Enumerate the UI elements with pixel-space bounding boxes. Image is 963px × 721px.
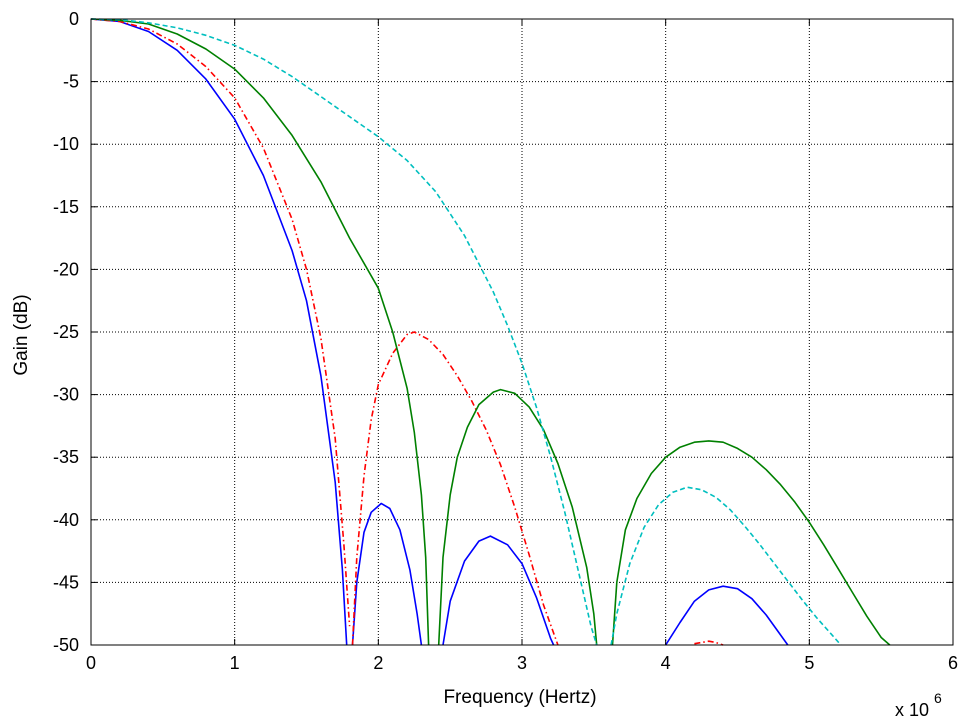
series-segment <box>694 640 724 646</box>
x-tick-label: 5 <box>804 653 814 673</box>
series-segment <box>610 486 842 646</box>
series-lines <box>90 18 891 646</box>
x-exponent-base: x 10 <box>895 700 929 720</box>
series-segment <box>90 18 348 646</box>
series-segment <box>351 331 559 646</box>
series-segment <box>437 388 598 646</box>
series-2-line <box>90 18 724 646</box>
y-tick-label: -35 <box>53 447 79 467</box>
x-tick-label: 0 <box>86 653 96 673</box>
y-tick-label: -50 <box>53 635 79 655</box>
series-3-line <box>90 18 891 646</box>
y-tick-label: -5 <box>63 72 79 92</box>
x-tick-label: 1 <box>230 653 240 673</box>
x-axis-label: Frequency (Hertz) <box>443 687 596 708</box>
x-tick-label: 2 <box>373 653 383 673</box>
y-tick-label: -15 <box>53 197 79 217</box>
x-tick-label: 3 <box>517 653 527 673</box>
y-tick-label: -30 <box>53 385 79 405</box>
y-tick-label: -45 <box>53 572 79 592</box>
series-segment <box>351 502 423 646</box>
series-segment <box>665 585 789 646</box>
x-axis-exponent: x 10 6 <box>895 690 942 720</box>
x-tick-label: 4 <box>661 653 671 673</box>
x-exponent-power: 6 <box>934 690 942 706</box>
y-tick-label: -20 <box>53 259 79 279</box>
series-1-line <box>90 18 789 646</box>
series-segment <box>90 18 351 627</box>
y-axis-tick-labels: 0 -5 -10 -15 -20 -25 -30 -35 -40 -45 -50 <box>53 9 79 655</box>
y-tick-label: -40 <box>53 510 79 530</box>
tick-marks <box>90 18 954 646</box>
y-axis-label: Gain (dB) <box>11 294 32 375</box>
x-tick-label: 6 <box>948 653 958 673</box>
series-segment <box>90 18 598 646</box>
series-segment <box>90 18 430 646</box>
y-tick-label: 0 <box>69 9 79 29</box>
y-tick-label: -10 <box>53 134 79 154</box>
x-axis-tick-labels: 0 1 2 3 4 5 6 <box>86 653 958 673</box>
series-segment <box>611 440 891 646</box>
y-tick-label: -25 <box>53 322 79 342</box>
series-4-line <box>90 18 842 646</box>
series-segment <box>442 535 555 646</box>
grid <box>91 19 953 645</box>
